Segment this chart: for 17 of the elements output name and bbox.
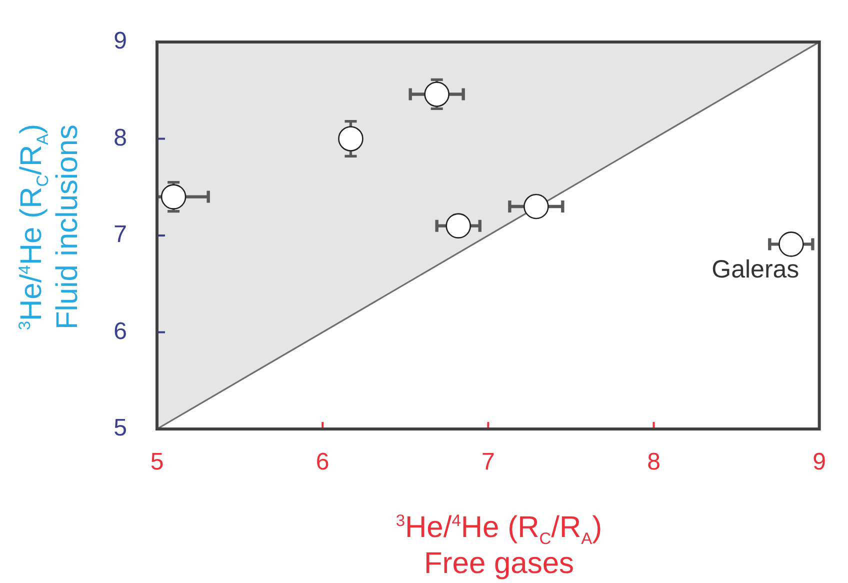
- annotation: Galeras: [712, 256, 800, 284]
- x-tick-label: 7: [481, 448, 495, 476]
- x-tick-label: 8: [647, 448, 660, 476]
- y-tick-label: 8: [114, 124, 127, 152]
- point: [160, 184, 186, 210]
- point: [524, 194, 549, 220]
- point: [446, 213, 472, 238]
- y-tick-label: 5: [114, 414, 127, 442]
- text: $^{3}$He/$^{4}$He (R$_{C}$/R$_{A}$) Free gases: [396, 511, 602, 580]
- point: [338, 126, 364, 152]
- x-tick-label: 6: [316, 448, 330, 476]
- y-tick-label: 6: [114, 318, 127, 345]
- point: [424, 82, 450, 107]
- x-tick-label: 5: [150, 448, 164, 476]
- x-tick-label: 9: [812, 448, 826, 476]
- y-tick-label: 7: [114, 221, 127, 248]
- y-tick-label: 9: [114, 28, 127, 55]
